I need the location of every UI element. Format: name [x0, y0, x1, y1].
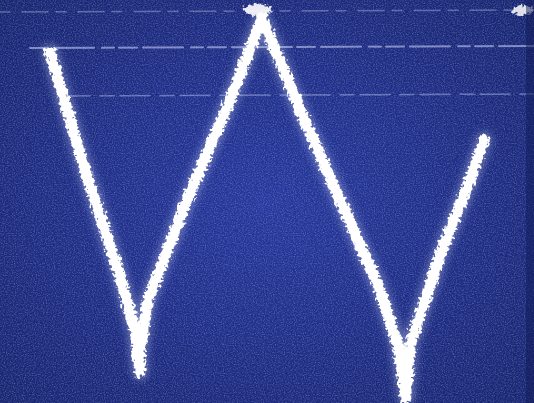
right-edge-shade [526, 0, 534, 403]
w-trace [44, 12, 490, 403]
